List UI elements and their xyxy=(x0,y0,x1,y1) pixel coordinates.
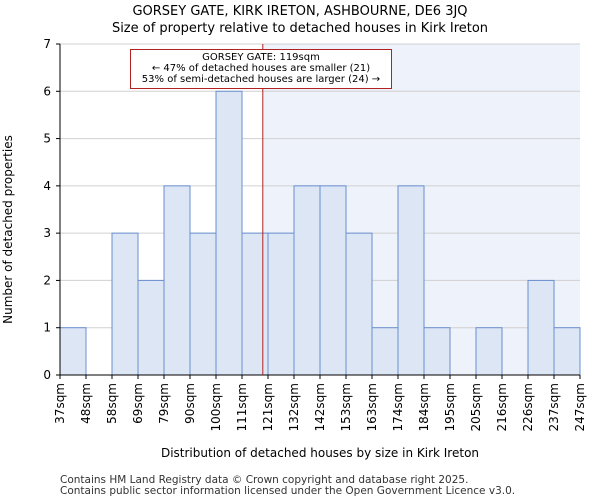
x-tick-label-184sqm: 184sqm xyxy=(417,383,431,431)
bar-58sqm xyxy=(111,232,139,376)
y-axis-label: Number of detached properties xyxy=(1,135,15,324)
chart-title-line1: GORSEY GATE, KIRK IRETON, ASHBOURNE, DE6… xyxy=(132,4,468,19)
bar-184sqm xyxy=(423,327,451,376)
y-tick-label-2: 2 xyxy=(43,273,51,287)
x-tick-label-205sqm: 205sqm xyxy=(469,383,483,431)
bar-142sqm xyxy=(319,185,347,376)
annotation-box: GORSEY GATE: 119sqm ← 47% of detached ho… xyxy=(130,49,392,89)
bar-69sqm xyxy=(137,279,165,376)
bar-111sqm xyxy=(241,232,269,376)
x-tick-label-121sqm: 121sqm xyxy=(261,383,275,431)
y-tick-label-1: 1 xyxy=(43,321,51,335)
x-tick-label-226sqm: 226sqm xyxy=(521,383,535,431)
x-tick-label-79sqm: 79sqm xyxy=(157,383,171,424)
x-tick-label-37sqm: 37sqm xyxy=(53,383,67,424)
x-tick-label-237sqm: 237sqm xyxy=(547,383,561,431)
x-tick-label-69sqm: 69sqm xyxy=(131,383,145,424)
y-tick-label-6: 6 xyxy=(43,84,51,98)
bar-90sqm xyxy=(189,232,217,376)
annotation-line3: 53% of semi-detached houses are larger (… xyxy=(141,74,381,85)
y-tick-label-3: 3 xyxy=(43,226,51,240)
bar-163sqm xyxy=(371,327,399,376)
bar-174sqm xyxy=(397,185,425,376)
annotation-line1: GORSEY GATE: 119sqm xyxy=(202,52,320,63)
x-tick-label-174sqm: 174sqm xyxy=(391,383,405,431)
x-tick-label-58sqm: 58sqm xyxy=(105,383,119,424)
x-tick-label-48sqm: 48sqm xyxy=(79,383,93,424)
x-tick-label-142sqm: 142sqm xyxy=(313,383,327,431)
x-tick-label-90sqm: 90sqm xyxy=(183,383,197,424)
y-tick-label-5: 5 xyxy=(43,132,51,146)
x-tick-label-132sqm: 132sqm xyxy=(287,383,301,431)
bar-100sqm xyxy=(215,90,243,376)
bar-79sqm xyxy=(163,185,191,376)
bar-205sqm xyxy=(475,327,503,376)
x-tick-label-153sqm: 153sqm xyxy=(339,383,353,431)
footer-line2: Contains public sector information licen… xyxy=(60,485,516,497)
x-axis-label: Distribution of detached houses by size … xyxy=(161,446,479,460)
x-tick-label-111sqm: 111sqm xyxy=(235,383,249,431)
x-tick-label-195sqm: 195sqm xyxy=(443,383,457,431)
x-tick-label-247sqm: 247sqm xyxy=(573,383,587,431)
footer-line1: Contains HM Land Registry data © Crown c… xyxy=(60,474,469,486)
bar-121sqm xyxy=(267,232,295,376)
bar-226sqm xyxy=(527,279,555,376)
bar-37sqm xyxy=(59,327,87,376)
bar-237sqm xyxy=(553,327,581,376)
bar-153sqm xyxy=(345,232,373,376)
y-tick-label-0: 0 xyxy=(43,368,51,382)
y-tick-label-7: 7 xyxy=(43,37,51,51)
chart-title-line2: Size of property relative to detached ho… xyxy=(111,21,489,36)
y-tick-label-4: 4 xyxy=(43,179,51,193)
bar-132sqm xyxy=(293,185,321,376)
x-tick-label-163sqm: 163sqm xyxy=(365,383,379,431)
x-tick-label-100sqm: 100sqm xyxy=(209,383,223,431)
annotation-line2: ← 47% of detached houses are smaller (21… xyxy=(151,63,371,74)
x-tick-label-216sqm: 216sqm xyxy=(495,383,509,431)
